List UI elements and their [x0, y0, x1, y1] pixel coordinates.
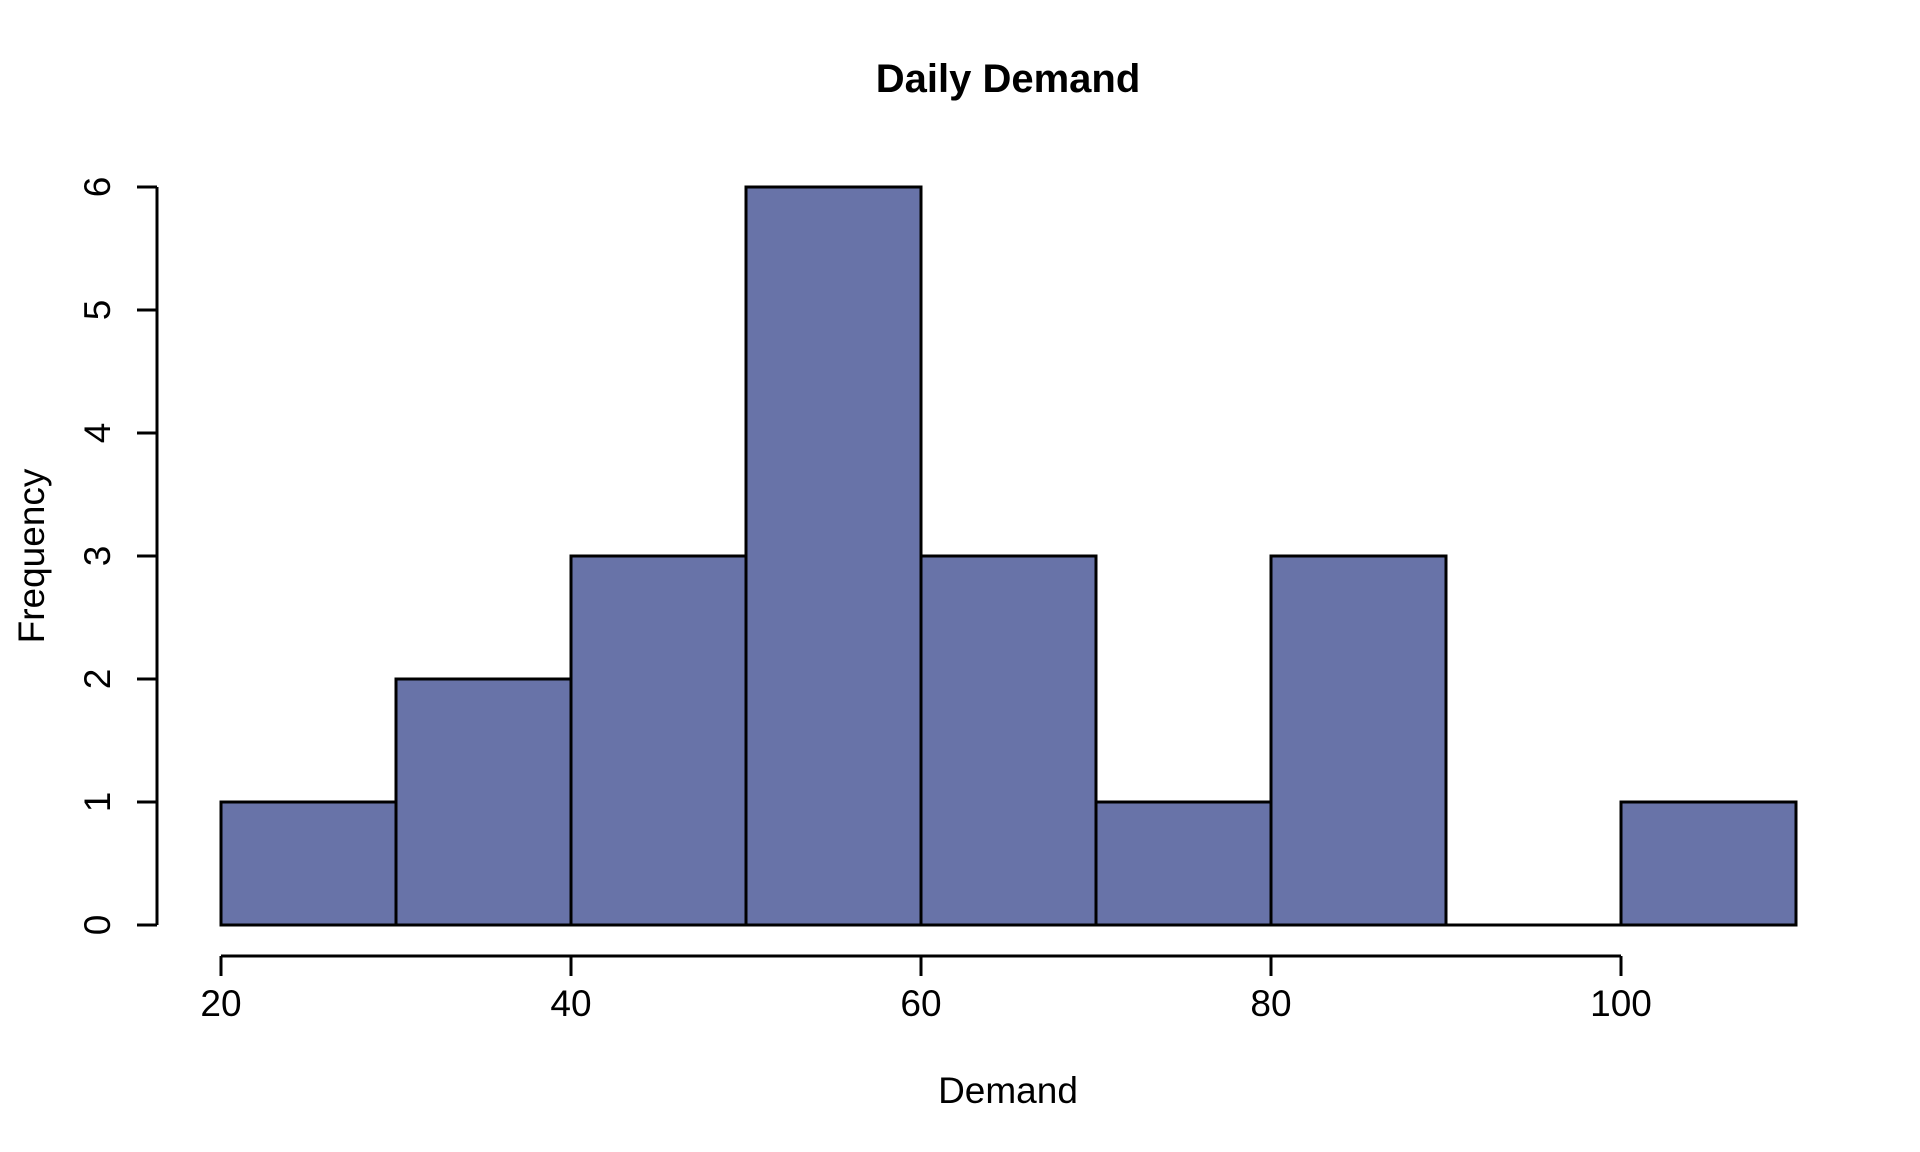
histogram-bar	[1269, 554, 1448, 927]
histogram-bar	[919, 554, 1098, 927]
histogram-bar	[1619, 800, 1798, 927]
x-tick-label: 20	[200, 983, 241, 1024]
x-tick-label: 40	[550, 983, 591, 1024]
chart-title: Daily Demand	[876, 57, 1141, 101]
x-tick-label: 80	[1250, 983, 1291, 1024]
x-tick-label: 60	[900, 983, 941, 1024]
histogram-bar	[394, 677, 573, 927]
y-tick-label: 1	[77, 792, 118, 813]
histogram-bar	[1094, 800, 1273, 927]
y-tick-label: 3	[77, 546, 118, 567]
y-tick-label: 2	[77, 669, 118, 690]
y-axis-label: Frequency	[11, 468, 52, 643]
x-tick-label: 100	[1590, 983, 1652, 1024]
x-axis-label: Demand	[938, 1070, 1078, 1111]
y-tick-label: 5	[77, 300, 118, 321]
y-tick-label: 4	[77, 423, 118, 444]
histogram-bar	[744, 185, 923, 927]
histogram-bar	[569, 554, 748, 927]
histogram-bar	[219, 800, 398, 927]
plot-area: 0 1 2 3 4 5 6 20 40 60 80 100	[77, 177, 1798, 1024]
y-tick-label: 0	[77, 915, 118, 936]
y-tick-label: 6	[77, 177, 118, 198]
